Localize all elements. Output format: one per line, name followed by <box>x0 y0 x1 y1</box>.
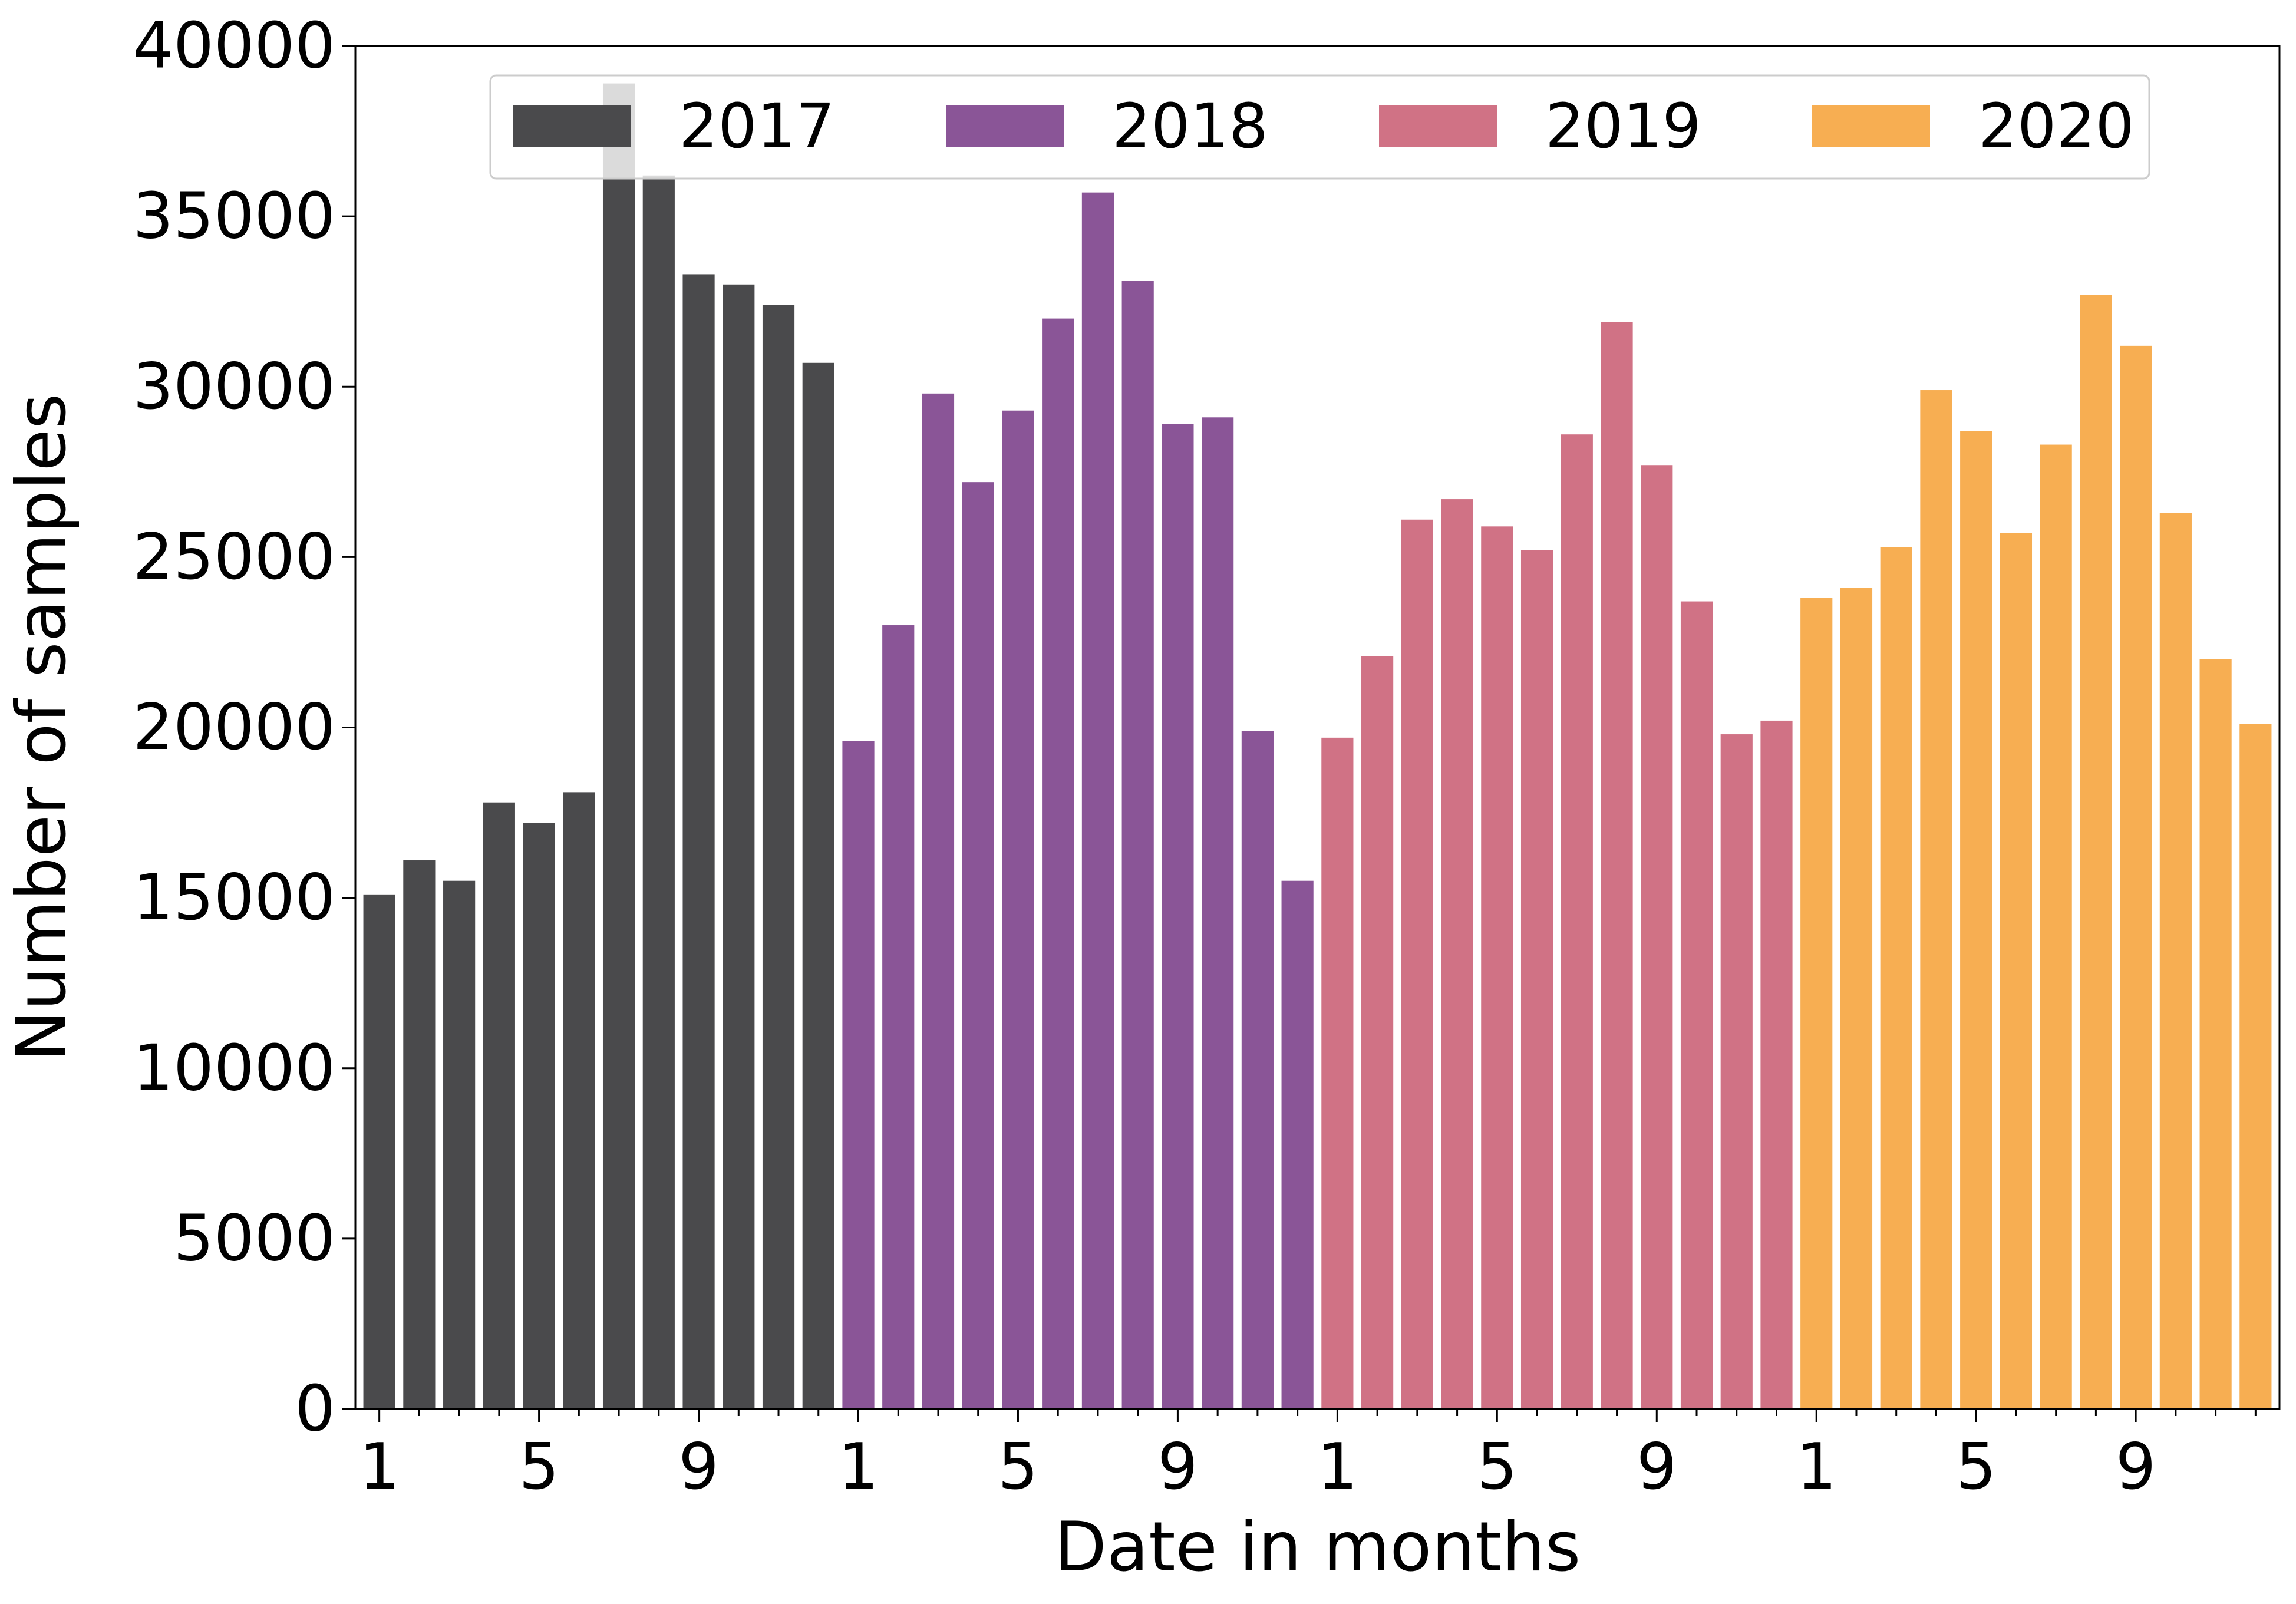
legend-swatch-2020 <box>1812 105 1930 147</box>
bar-2020-month-12 <box>2239 724 2272 1409</box>
bar-2019-month-3 <box>1401 519 1433 1409</box>
y-tick-label: 20000 <box>133 691 335 764</box>
axis-ticks: 0 5000 10000 15000 20000 25000 30000 35000 40000… <box>133 9 2257 1504</box>
x-tick-label: 1 <box>359 1430 400 1504</box>
x-tick-label: 1 <box>1317 1430 1358 1504</box>
bar-2019-month-10 <box>1680 601 1713 1409</box>
bar-2017-month-6 <box>563 792 595 1409</box>
bar-2018-month-8 <box>1121 280 1154 1410</box>
bar-2018-month-4 <box>962 482 994 1410</box>
bar-2019-month-9 <box>1641 465 1673 1409</box>
bar-2017-month-9 <box>682 274 715 1409</box>
bar-2018-month-2 <box>882 625 915 1409</box>
y-tick-label: 10000 <box>133 1031 335 1105</box>
bar-2020-month-7 <box>2040 444 2072 1409</box>
bar-2020-month-4 <box>1920 390 1952 1409</box>
legend-swatch-2017 <box>513 105 631 147</box>
legend-label-2019: 2019 <box>1545 90 1701 162</box>
bar-2017-month-5 <box>523 823 555 1409</box>
bar-2020-month-5 <box>1960 431 1992 1409</box>
bar-2020-month-9 <box>2120 345 2152 1409</box>
x-axis-label: Date in months <box>1054 1507 1581 1587</box>
x-tick-label: 5 <box>1956 1430 1997 1504</box>
x-tick-label: 9 <box>678 1430 719 1504</box>
bar-2020-month-3 <box>1880 547 1912 1409</box>
y-axis-label: Number of samples <box>2 394 81 1062</box>
x-tick-label: 9 <box>2116 1430 2156 1504</box>
bar-2017-month-10 <box>723 284 755 1409</box>
bar-2020-month-11 <box>2199 659 2232 1409</box>
bar-2018-month-6 <box>1042 318 1074 1409</box>
bar-2019-month-12 <box>1760 720 1793 1409</box>
x-tick-label: 1 <box>838 1430 879 1504</box>
bar-2017-month-8 <box>642 175 675 1410</box>
bar-2018-month-1 <box>842 741 875 1409</box>
bars <box>363 83 2272 1410</box>
bar-2020-month-1 <box>1800 598 1833 1409</box>
y-tick-label: 40000 <box>133 9 335 83</box>
legend-label-2018: 2018 <box>1112 90 1268 162</box>
bar-2018-month-9 <box>1162 424 1194 1410</box>
y-tick-label: 35000 <box>133 180 335 253</box>
x-tick-label: 5 <box>998 1430 1038 1504</box>
bar-2017-month-12 <box>802 362 834 1410</box>
bar-2020-month-6 <box>2000 533 2033 1410</box>
bar-2018-month-10 <box>1202 417 1234 1409</box>
bar-2018-month-11 <box>1241 731 1274 1409</box>
bar-2018-month-5 <box>1002 410 1034 1409</box>
bar-2020-month-8 <box>2080 295 2112 1409</box>
y-tick-label: 15000 <box>133 861 335 935</box>
y-tick-label: 0 <box>295 1372 335 1446</box>
bar-2017-month-11 <box>762 305 795 1409</box>
x-tick-label: 5 <box>1477 1430 1518 1504</box>
bar-2017-month-4 <box>483 802 515 1409</box>
legend-label-2020: 2020 <box>1978 90 2135 162</box>
bar-2018-month-3 <box>922 393 955 1410</box>
bar-2019-month-11 <box>1720 734 1753 1409</box>
x-tick-label: 1 <box>1796 1430 1837 1504</box>
bar-2020-month-10 <box>2159 513 2192 1409</box>
bar-2019-month-5 <box>1481 526 1513 1409</box>
bar-2017-month-1 <box>363 894 395 1409</box>
bar-2020-month-2 <box>1840 588 1873 1409</box>
bar-2019-month-1 <box>1321 737 1354 1409</box>
legend: 2017 2018 2019 2020 <box>489 74 2150 180</box>
legend-label-2017: 2017 <box>679 90 835 162</box>
x-tick-label: 9 <box>1637 1430 1677 1504</box>
bar-2019-month-6 <box>1520 550 1553 1409</box>
y-tick-label: 25000 <box>133 520 335 594</box>
x-tick-label: 9 <box>1157 1430 1198 1504</box>
bar-2017-month-7 <box>602 83 635 1410</box>
y-tick-label: 30000 <box>133 350 335 424</box>
legend-swatch-2018 <box>946 105 1064 147</box>
bar-2017-month-2 <box>403 860 436 1409</box>
x-tick-label: 5 <box>519 1430 559 1504</box>
bar-2019-month-4 <box>1441 499 1473 1409</box>
bar-2019-month-8 <box>1601 322 1633 1409</box>
bar-2018-month-7 <box>1081 192 1114 1410</box>
bar-2019-month-2 <box>1361 656 1394 1409</box>
bar-2019-month-7 <box>1561 434 1593 1409</box>
bar-2017-month-3 <box>443 880 476 1409</box>
legend-frame <box>489 74 2150 180</box>
y-tick-label: 5000 <box>173 1202 335 1275</box>
bar-2018-month-12 <box>1281 880 1314 1409</box>
legend-swatch-2019 <box>1379 105 1497 147</box>
plot-frame <box>354 45 2281 1410</box>
